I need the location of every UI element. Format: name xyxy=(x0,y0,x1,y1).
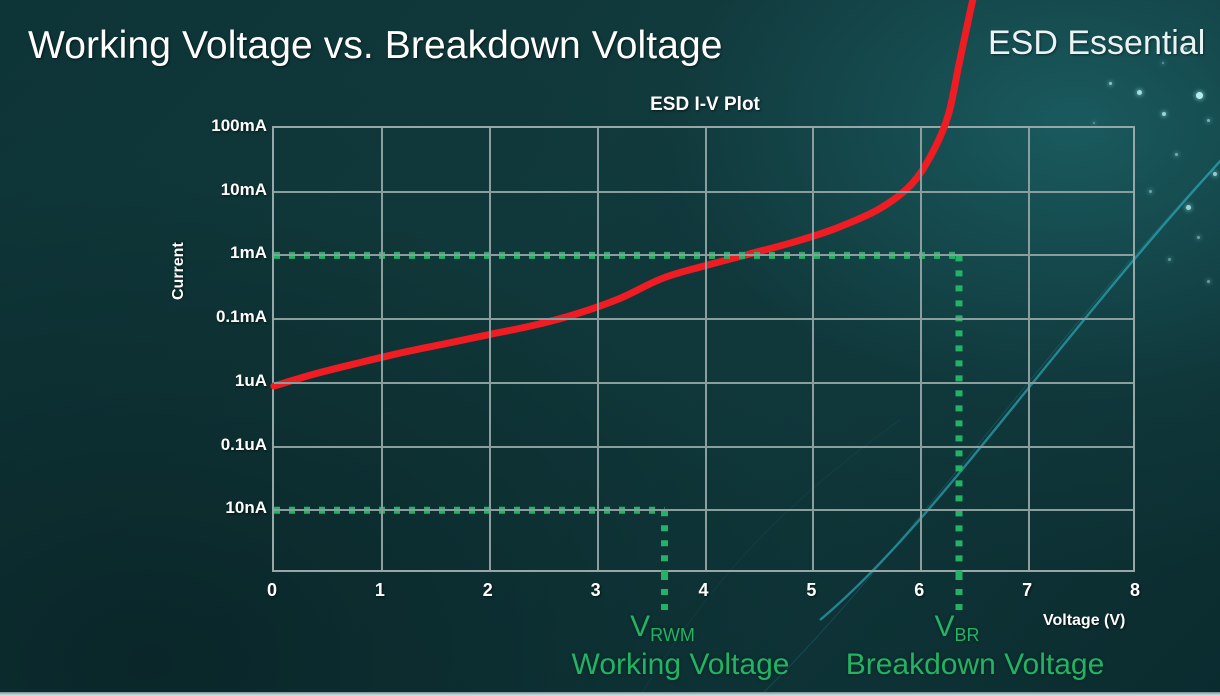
y-tick-label: 1mA xyxy=(230,243,267,263)
chart-title: ESD I-V Plot xyxy=(650,94,760,115)
gridline-vertical xyxy=(704,128,707,570)
slide-title: Working Voltage vs. Breakdown Voltage xyxy=(28,24,723,67)
x-tick-label: 8 xyxy=(1129,580,1141,600)
marker-name-vbr: Breakdown Voltage xyxy=(845,648,1105,681)
x-axis-label: Voltage (V) xyxy=(1043,612,1126,629)
x-tick-label: 0 xyxy=(266,580,278,600)
gridline-vertical xyxy=(920,128,923,570)
gridline-vertical xyxy=(488,128,491,570)
iv-curve xyxy=(270,0,977,390)
marker-symbol-vbr: VBR xyxy=(934,610,980,645)
gridline-horizontal xyxy=(274,509,1133,512)
marker-symbol-subscript: RWM xyxy=(650,625,695,645)
x-tick-label: 5 xyxy=(806,580,817,600)
x-tick-label: 2 xyxy=(482,580,493,600)
gridline-horizontal xyxy=(274,190,1133,193)
gridline-vertical xyxy=(596,128,599,570)
gridline-horizontal xyxy=(274,445,1133,448)
plot-canvas xyxy=(270,0,977,612)
gridline-horizontal xyxy=(274,381,1133,384)
gridline-vertical xyxy=(380,128,383,570)
gridline-vertical xyxy=(812,128,815,570)
y-tick-label: 100mA xyxy=(211,116,267,135)
y-tick-label: 10mA xyxy=(220,179,267,199)
gridline-vertical xyxy=(1028,128,1031,570)
marker-symbol-vrwm: VRWM xyxy=(630,610,695,645)
marker-name-vrwm: Working Voltage xyxy=(571,648,790,681)
y-tick-label: 0.1mA xyxy=(215,307,267,327)
x-tick-label: 6 xyxy=(914,580,925,600)
gridline-horizontal xyxy=(274,318,1133,321)
x-tick-label: 3 xyxy=(590,580,601,600)
gridline-horizontal xyxy=(274,254,1133,257)
y-tick-label: 0.1uA xyxy=(220,434,267,454)
y-tick-label: 10nA xyxy=(225,498,267,518)
y-tick-label: 1uA xyxy=(234,370,267,390)
plot-area xyxy=(270,0,1135,612)
x-tick-label: 7 xyxy=(1022,580,1033,600)
x-tick-label: 4 xyxy=(698,580,709,600)
x-tick-label: 1 xyxy=(374,580,385,600)
y-axis-ticks: 100mA 10mA 1mA 0.1mA 1uA 0.1uA 10nA xyxy=(167,116,267,572)
marker-symbol-letter: V xyxy=(630,610,651,643)
brand-label: ESD Essential xyxy=(988,24,1206,62)
marker-symbol-letter: V xyxy=(934,610,955,643)
marker-symbol-subscript: BR xyxy=(954,625,980,645)
